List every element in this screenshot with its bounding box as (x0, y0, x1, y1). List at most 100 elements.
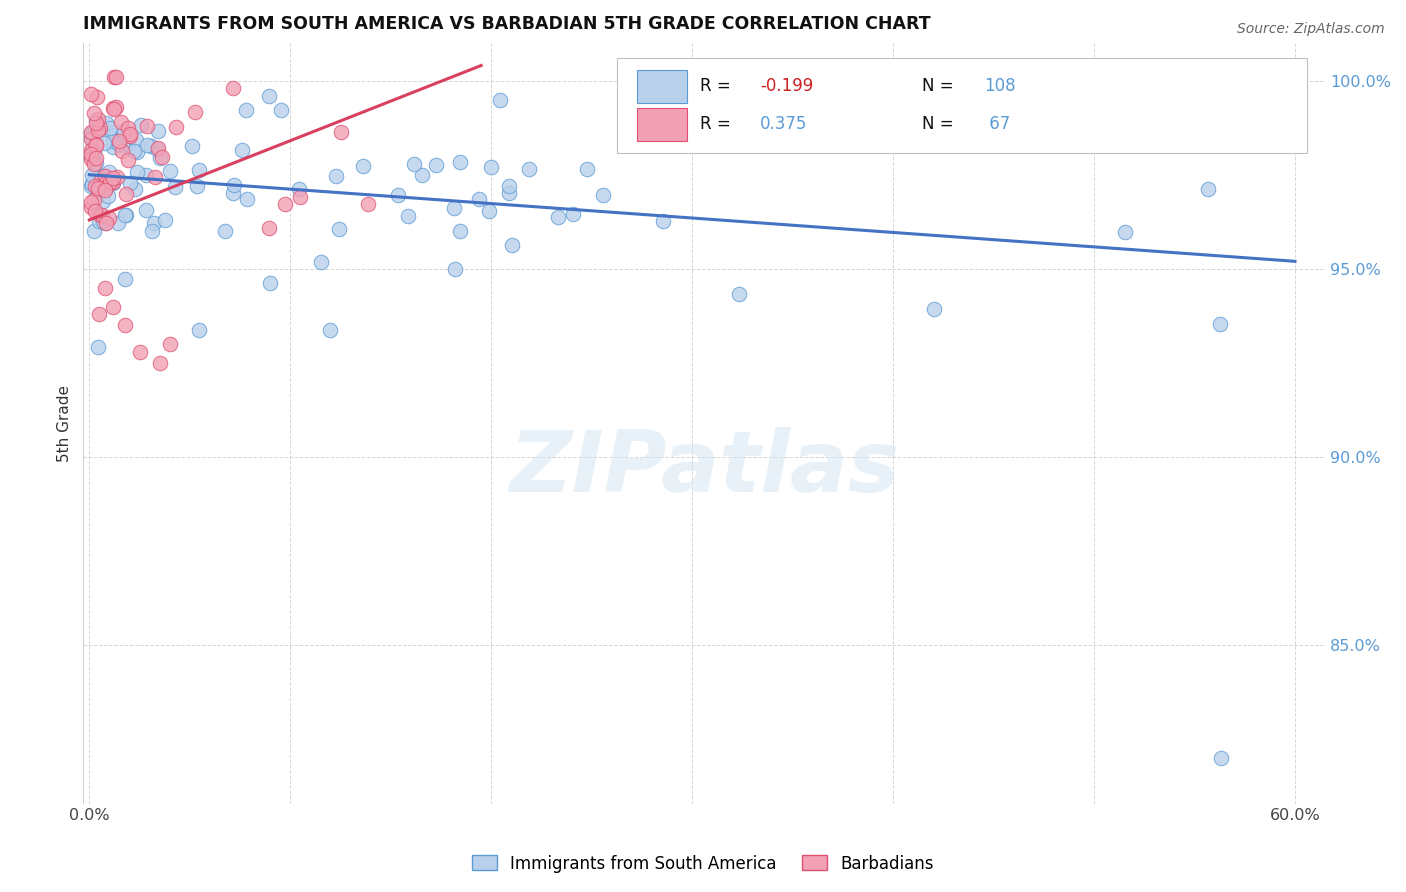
Point (94, 173, 117, 187)
Point (165, 120, 187, 135)
Point (652, 214, 675, 228)
Point (449, 154, 471, 169)
Text: 108: 108 (984, 78, 1015, 95)
Point (82, 176, 104, 190)
Point (188, 323, 211, 337)
Point (235, 103, 257, 117)
Point (82, 127, 104, 141)
Point (111, 144, 134, 158)
FancyBboxPatch shape (637, 108, 686, 141)
Point (135, 119, 157, 133)
Point (83, 179, 105, 194)
Point (103, 300, 125, 314)
Point (117, 121, 139, 136)
Point (118, 129, 141, 144)
Point (562, 207, 585, 221)
Point (80, 200, 103, 214)
Point (103, 101, 125, 115)
Point (91, 194, 114, 209)
Point (103, 70, 125, 84)
Point (93, 216, 115, 230)
Point (108, 137, 131, 152)
Point (124, 182, 146, 196)
Point (80, 177, 103, 191)
Point (91, 214, 114, 228)
Point (84, 151, 107, 165)
Point (547, 211, 569, 225)
Point (94, 281, 117, 295)
Point (84, 156, 107, 170)
Point (96, 179, 118, 194)
Text: 67: 67 (984, 115, 1010, 133)
Text: Source: ZipAtlas.com: Source: ZipAtlas.com (1237, 22, 1385, 37)
Point (103, 140, 125, 154)
FancyBboxPatch shape (617, 58, 1306, 153)
Point (80, 152, 103, 166)
Point (103, 176, 125, 190)
Y-axis label: 5th Grade: 5th Grade (58, 384, 72, 462)
Point (690, 118, 713, 132)
Point (257, 88, 280, 103)
Point (146, 142, 169, 156)
Point (87, 341, 110, 355)
Point (80, 125, 103, 139)
Point (101, 134, 124, 148)
Point (83, 224, 105, 238)
Point (86, 112, 108, 126)
Point (159, 163, 181, 178)
Point (468, 192, 491, 206)
Point (98, 175, 121, 189)
Point (108, 134, 131, 148)
Point (90, 173, 112, 187)
Point (98, 121, 121, 136)
Point (146, 123, 169, 137)
Point (94, 216, 117, 230)
Text: -0.199: -0.199 (761, 78, 813, 95)
Point (444, 261, 467, 276)
Point (89, 208, 111, 222)
Point (89, 214, 111, 228)
Point (80, 129, 103, 144)
Point (111, 125, 134, 139)
Point (94, 176, 117, 190)
Point (90, 177, 112, 191)
Point (84, 138, 107, 153)
Text: R =: R = (700, 78, 737, 95)
Point (222, 81, 245, 95)
Point (86, 90, 108, 104)
Point (214, 224, 236, 238)
Point (257, 221, 280, 235)
Point (396, 209, 419, 223)
Text: N =: N = (921, 115, 959, 133)
Point (107, 216, 129, 230)
Point (80, 194, 103, 209)
Point (325, 169, 347, 183)
Point (443, 201, 465, 215)
Text: IMMIGRANTS FROM SOUTH AMERICA VS BARBADIAN 5TH GRADE CORRELATION CHART: IMMIGRANTS FROM SOUTH AMERICA VS BARBADI… (83, 15, 931, 33)
Point (110, 115, 132, 129)
Legend: Immigrants from South America, Barbadians: Immigrants from South America, Barbadian… (465, 848, 941, 880)
Text: ZIPatlas: ZIPatlas (509, 427, 900, 510)
Point (115, 186, 138, 201)
Point (149, 356, 172, 370)
Point (1114, 225, 1136, 239)
Point (80, 146, 103, 161)
Point (105, 170, 128, 185)
Point (94, 115, 117, 129)
Point (1197, 182, 1219, 196)
Point (498, 178, 520, 193)
Point (84, 112, 107, 127)
Point (86, 183, 108, 197)
Point (125, 133, 148, 147)
Point (728, 287, 751, 301)
Point (80, 169, 103, 183)
Point (93, 183, 115, 197)
Point (112, 124, 135, 138)
Point (80, 126, 103, 140)
Point (111, 137, 134, 152)
Point (922, 301, 945, 316)
Point (83, 146, 105, 161)
Point (80, 178, 103, 193)
Point (89, 121, 111, 136)
Point (519, 161, 541, 176)
